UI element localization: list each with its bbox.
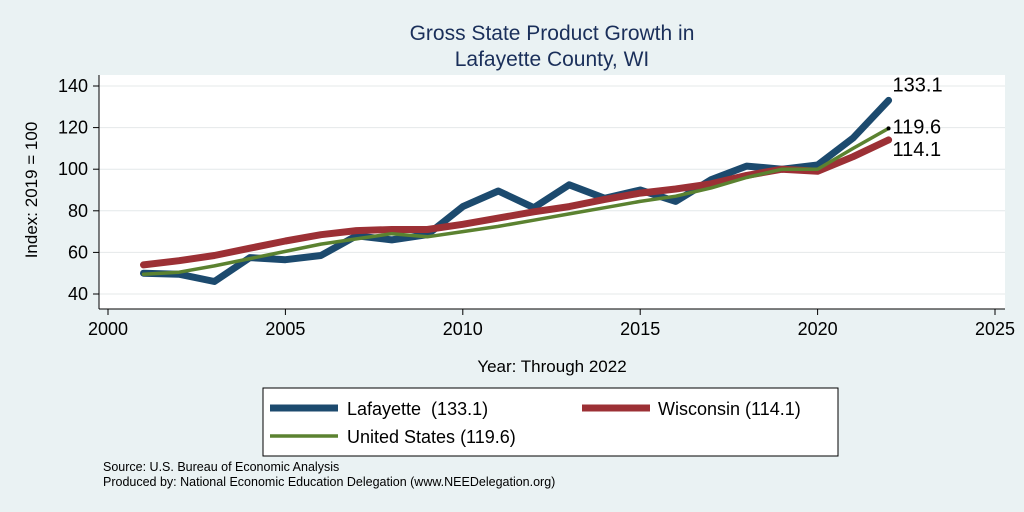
x-tick-label-2025: 2025 (975, 319, 1015, 339)
series-line-lafayette (140, 96, 893, 285)
x-tick-label-2005: 2005 (265, 319, 305, 339)
x-tick-label-2000: 2000 (88, 319, 128, 339)
y-axis-title: Index: 2019 = 100 (22, 122, 41, 259)
end-label-us: 119.6 (893, 116, 942, 138)
y-tick-label-80: 80 (68, 201, 88, 221)
legend-item-wisconsin: Wisconsin (114.1) (582, 399, 801, 419)
produced-by-note: Produced by: National Economic Education… (103, 475, 555, 489)
legend-item-lafayette: Lafayette (133.1) (270, 399, 488, 419)
legend-box (262, 387, 839, 457)
x-tick-label-2010: 2010 (443, 319, 483, 339)
y-axis-ticks: 40 60 80 100 120 140 (58, 76, 99, 304)
y-tick-label-100: 100 (58, 159, 88, 179)
series-line-us (141, 126, 891, 276)
series-layer (140, 96, 893, 285)
x-tick-label-2020: 2020 (798, 319, 838, 339)
end-marker-us (886, 126, 891, 131)
x-tick-label-2015: 2015 (620, 319, 660, 339)
legend-label-wisconsin: Wisconsin (114.1) (658, 399, 801, 419)
y-tick-label-40: 40 (68, 284, 88, 304)
y-tick-label-120: 120 (58, 118, 88, 138)
chart-title-line-1: Gross State Product Growth in (410, 22, 695, 45)
x-axis-ticks: 2000 2005 2010 2015 2020 2025 (88, 309, 1015, 339)
chart-title-line-2: Lafayette County, WI (455, 48, 650, 71)
end-label-lafayette: 133.1 (893, 74, 943, 96)
x-axis-title: Year: Through 2022 (477, 357, 626, 376)
end-label-wisconsin: 114.1 (893, 139, 942, 161)
y-tick-label-140: 140 (58, 76, 88, 96)
legend-label-us: United States (119.6) (347, 427, 516, 447)
y-tick-label-60: 60 (68, 242, 88, 262)
source-note: Source: U.S. Bureau of Economic Analysis (103, 460, 339, 474)
legend-label-lafayette: Lafayette (133.1) (347, 399, 488, 419)
legend-item-us: United States (119.6) (270, 427, 516, 447)
